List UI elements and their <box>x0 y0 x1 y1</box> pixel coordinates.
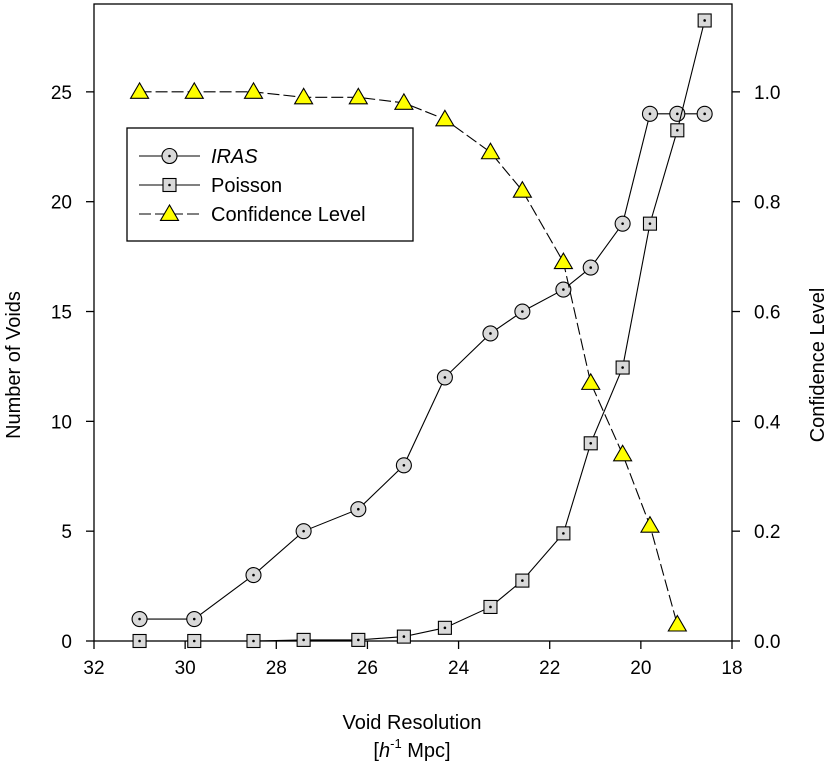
data-point-poisson <box>246 633 261 649</box>
x-tick-label: 28 <box>266 658 287 679</box>
x-tick-label: 22 <box>539 658 560 679</box>
legend-marker <box>161 147 178 165</box>
data-point-poisson <box>396 629 411 644</box>
y-left-tick-label: 10 <box>51 412 72 433</box>
x-tick-label: 26 <box>357 658 378 679</box>
data-point-poisson <box>556 526 571 541</box>
data-point-confidence-level <box>348 87 369 105</box>
data-point-iras <box>245 567 262 584</box>
data-point-poisson <box>642 216 658 231</box>
data-point-poisson <box>187 633 202 649</box>
data-point-iras <box>350 501 367 518</box>
legend: IRAS Poisson Confidence Level <box>126 127 414 242</box>
data-point-confidence-level <box>243 81 264 99</box>
y-axis-right-title: Confidence Level <box>807 288 829 443</box>
data-point-poisson <box>351 632 366 647</box>
x-tick-label: 18 <box>721 658 742 679</box>
legend-label: IRAS <box>211 146 258 168</box>
series-line-confidence-level <box>139 91 678 625</box>
x-tick-label: 20 <box>630 658 651 679</box>
y-axis-left-title: Number of Voids <box>3 291 25 439</box>
data-point-confidence-level <box>512 180 533 198</box>
data-point-poisson <box>583 436 598 451</box>
axes-layer: 32 30 28 26 24 22 20 18 0 5 10 15 20 25 0.0 0.2 0.4 0.6 0.… <box>51 83 781 679</box>
data-point-poisson <box>670 123 685 138</box>
legend-label: Confidence Level <box>211 204 366 226</box>
legend-items: IRAS Poisson Confidence Level <box>139 146 366 226</box>
data-point-confidence-level <box>640 515 660 533</box>
y-left-tick-label: 20 <box>51 193 72 214</box>
y-right-tick-label: 0.0 <box>754 632 780 653</box>
data-point-poisson <box>437 620 452 635</box>
data-point-iras <box>614 215 631 232</box>
x-axis-title: Void Resolution <box>343 712 482 734</box>
y-left-tick-label: 25 <box>51 83 72 104</box>
series-layer <box>129 13 713 649</box>
data-point-iras <box>295 523 312 540</box>
data-point-poisson <box>296 632 311 647</box>
data-point-confidence-level <box>184 81 205 99</box>
legend-marker <box>162 177 177 193</box>
x-axis-unit-sup: -1 <box>390 736 402 751</box>
legend-marker <box>159 203 180 222</box>
legend-label: Poisson <box>211 175 282 197</box>
data-point-confidence-level <box>580 372 601 390</box>
x-axis-unit: [h-1 Mpc] <box>373 736 450 762</box>
y-left-tick-label: 5 <box>61 522 72 543</box>
x-tick-label: 24 <box>448 658 470 679</box>
y-left-tick-label: 15 <box>51 303 72 324</box>
data-point-iras <box>395 457 412 474</box>
data-point-iras <box>436 369 453 386</box>
data-point-iras <box>641 105 659 122</box>
data-point-iras <box>582 259 599 276</box>
data-point-confidence-level <box>129 81 150 99</box>
y-right-tick-label: 1.0 <box>754 83 780 104</box>
x-axis-unit-rest: Mpc] <box>402 740 451 762</box>
data-point-poisson <box>132 633 147 649</box>
y-right-tick-label: 0.2 <box>754 522 780 543</box>
data-point-iras <box>696 105 713 122</box>
plot-area <box>93 3 733 642</box>
data-point-iras <box>514 303 531 320</box>
data-point-iras <box>482 325 499 342</box>
data-point-poisson <box>515 573 530 588</box>
data-point-iras <box>555 281 572 298</box>
data-point-iras <box>131 610 148 628</box>
data-point-poisson <box>615 360 630 375</box>
x-axis-unit-h: h <box>379 740 390 762</box>
y-left-tick-label: 0 <box>61 632 72 653</box>
data-point-confidence-level <box>434 109 455 127</box>
y-right-tick-label: 0.4 <box>754 412 781 433</box>
data-point-confidence-level <box>667 614 688 632</box>
plot-frame <box>93 3 733 642</box>
data-point-confidence-level <box>293 87 314 105</box>
x-tick-label: 32 <box>83 658 104 679</box>
data-point-iras <box>186 610 203 628</box>
y-right-tick-label: 0.6 <box>754 303 780 324</box>
data-point-confidence-level <box>553 252 574 270</box>
y-right-tick-label: 0.8 <box>754 193 780 214</box>
data-point-poisson <box>483 599 498 615</box>
data-point-iras <box>669 105 686 122</box>
data-point-confidence-level <box>480 142 501 160</box>
data-point-poisson <box>697 13 712 28</box>
series-line-poisson <box>139 20 706 642</box>
data-point-confidence-level <box>393 92 414 110</box>
x-axis-unit-open: [ <box>373 740 379 762</box>
x-tick-label: 30 <box>175 658 196 679</box>
data-point-confidence-level <box>612 444 633 462</box>
